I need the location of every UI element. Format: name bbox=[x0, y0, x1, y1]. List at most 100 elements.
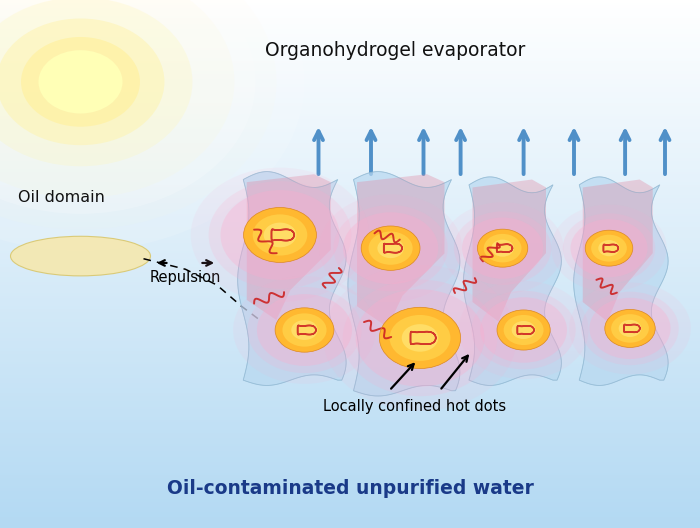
Circle shape bbox=[356, 289, 484, 386]
Bar bbox=[0, 496, 700, 499]
Circle shape bbox=[0, 0, 193, 166]
Ellipse shape bbox=[10, 236, 150, 276]
Bar bbox=[0, 393, 700, 396]
Polygon shape bbox=[238, 172, 346, 385]
Circle shape bbox=[0, 18, 164, 145]
Bar bbox=[0, 214, 700, 216]
Text: Oil-contaminated unpurified water: Oil-contaminated unpurified water bbox=[167, 479, 533, 498]
Bar bbox=[0, 177, 700, 180]
Bar bbox=[0, 198, 700, 201]
Bar bbox=[0, 201, 700, 203]
Bar bbox=[0, 391, 700, 393]
Bar bbox=[0, 100, 700, 103]
Bar bbox=[0, 290, 700, 293]
Bar bbox=[0, 420, 700, 422]
Bar bbox=[0, 135, 700, 137]
Bar bbox=[0, 351, 700, 354]
Bar bbox=[0, 238, 700, 240]
Bar bbox=[0, 248, 700, 251]
Circle shape bbox=[591, 234, 627, 261]
Bar bbox=[0, 261, 700, 264]
Bar bbox=[0, 304, 700, 306]
Bar bbox=[0, 428, 700, 430]
Bar bbox=[0, 517, 700, 520]
Bar bbox=[0, 367, 700, 370]
Bar bbox=[0, 277, 700, 280]
Bar bbox=[0, 362, 700, 364]
Bar bbox=[0, 40, 700, 42]
Bar bbox=[0, 18, 700, 21]
Bar bbox=[0, 219, 700, 222]
Circle shape bbox=[477, 229, 528, 267]
Bar bbox=[0, 216, 700, 219]
Bar bbox=[0, 243, 700, 246]
Bar bbox=[0, 119, 700, 121]
Bar bbox=[0, 264, 700, 267]
Bar bbox=[0, 180, 700, 182]
Bar bbox=[0, 164, 700, 166]
Bar bbox=[0, 333, 700, 335]
Bar bbox=[0, 341, 700, 343]
Bar bbox=[0, 296, 700, 298]
Bar bbox=[0, 404, 700, 407]
Bar bbox=[0, 124, 700, 127]
Bar bbox=[0, 449, 700, 451]
Bar bbox=[0, 187, 700, 190]
Circle shape bbox=[589, 298, 671, 359]
Bar bbox=[0, 515, 700, 517]
Bar bbox=[0, 13, 700, 16]
Polygon shape bbox=[246, 174, 330, 320]
Bar bbox=[0, 354, 700, 356]
Bar bbox=[0, 491, 700, 494]
Bar bbox=[0, 0, 700, 3]
Polygon shape bbox=[348, 172, 460, 396]
Bar bbox=[0, 206, 700, 209]
Bar bbox=[0, 8, 700, 11]
Bar bbox=[0, 327, 700, 330]
Bar bbox=[0, 251, 700, 253]
Polygon shape bbox=[357, 174, 444, 327]
Bar bbox=[0, 143, 700, 145]
Bar bbox=[0, 174, 700, 177]
Bar bbox=[0, 240, 700, 243]
Bar bbox=[0, 425, 700, 428]
Bar bbox=[0, 211, 700, 214]
Circle shape bbox=[389, 315, 451, 361]
Bar bbox=[0, 306, 700, 309]
Bar bbox=[0, 356, 700, 359]
Polygon shape bbox=[582, 180, 652, 322]
Bar bbox=[0, 82, 700, 84]
Polygon shape bbox=[463, 177, 561, 385]
Bar bbox=[0, 34, 700, 37]
Bar bbox=[0, 378, 700, 380]
Bar bbox=[0, 66, 700, 69]
Bar bbox=[0, 232, 700, 235]
Bar bbox=[0, 380, 700, 383]
Circle shape bbox=[605, 309, 655, 347]
Bar bbox=[0, 343, 700, 346]
Bar bbox=[0, 53, 700, 55]
Text: Oil domain: Oil domain bbox=[18, 191, 104, 205]
Bar bbox=[0, 282, 700, 285]
Bar bbox=[0, 116, 700, 119]
Circle shape bbox=[38, 50, 122, 114]
Bar bbox=[0, 11, 700, 13]
Bar bbox=[0, 359, 700, 362]
Bar bbox=[0, 520, 700, 523]
Bar bbox=[0, 169, 700, 172]
Bar bbox=[0, 195, 700, 198]
Bar bbox=[0, 301, 700, 304]
Bar bbox=[0, 203, 700, 206]
Text: Repulsion: Repulsion bbox=[150, 270, 221, 285]
Bar bbox=[0, 507, 700, 510]
Bar bbox=[0, 486, 700, 488]
Bar bbox=[0, 3, 700, 5]
Bar bbox=[0, 467, 700, 470]
Bar bbox=[0, 190, 700, 193]
Circle shape bbox=[0, 0, 276, 230]
Circle shape bbox=[454, 211, 552, 285]
Circle shape bbox=[504, 315, 544, 345]
Circle shape bbox=[585, 230, 633, 266]
Bar bbox=[0, 401, 700, 404]
Circle shape bbox=[563, 213, 655, 283]
